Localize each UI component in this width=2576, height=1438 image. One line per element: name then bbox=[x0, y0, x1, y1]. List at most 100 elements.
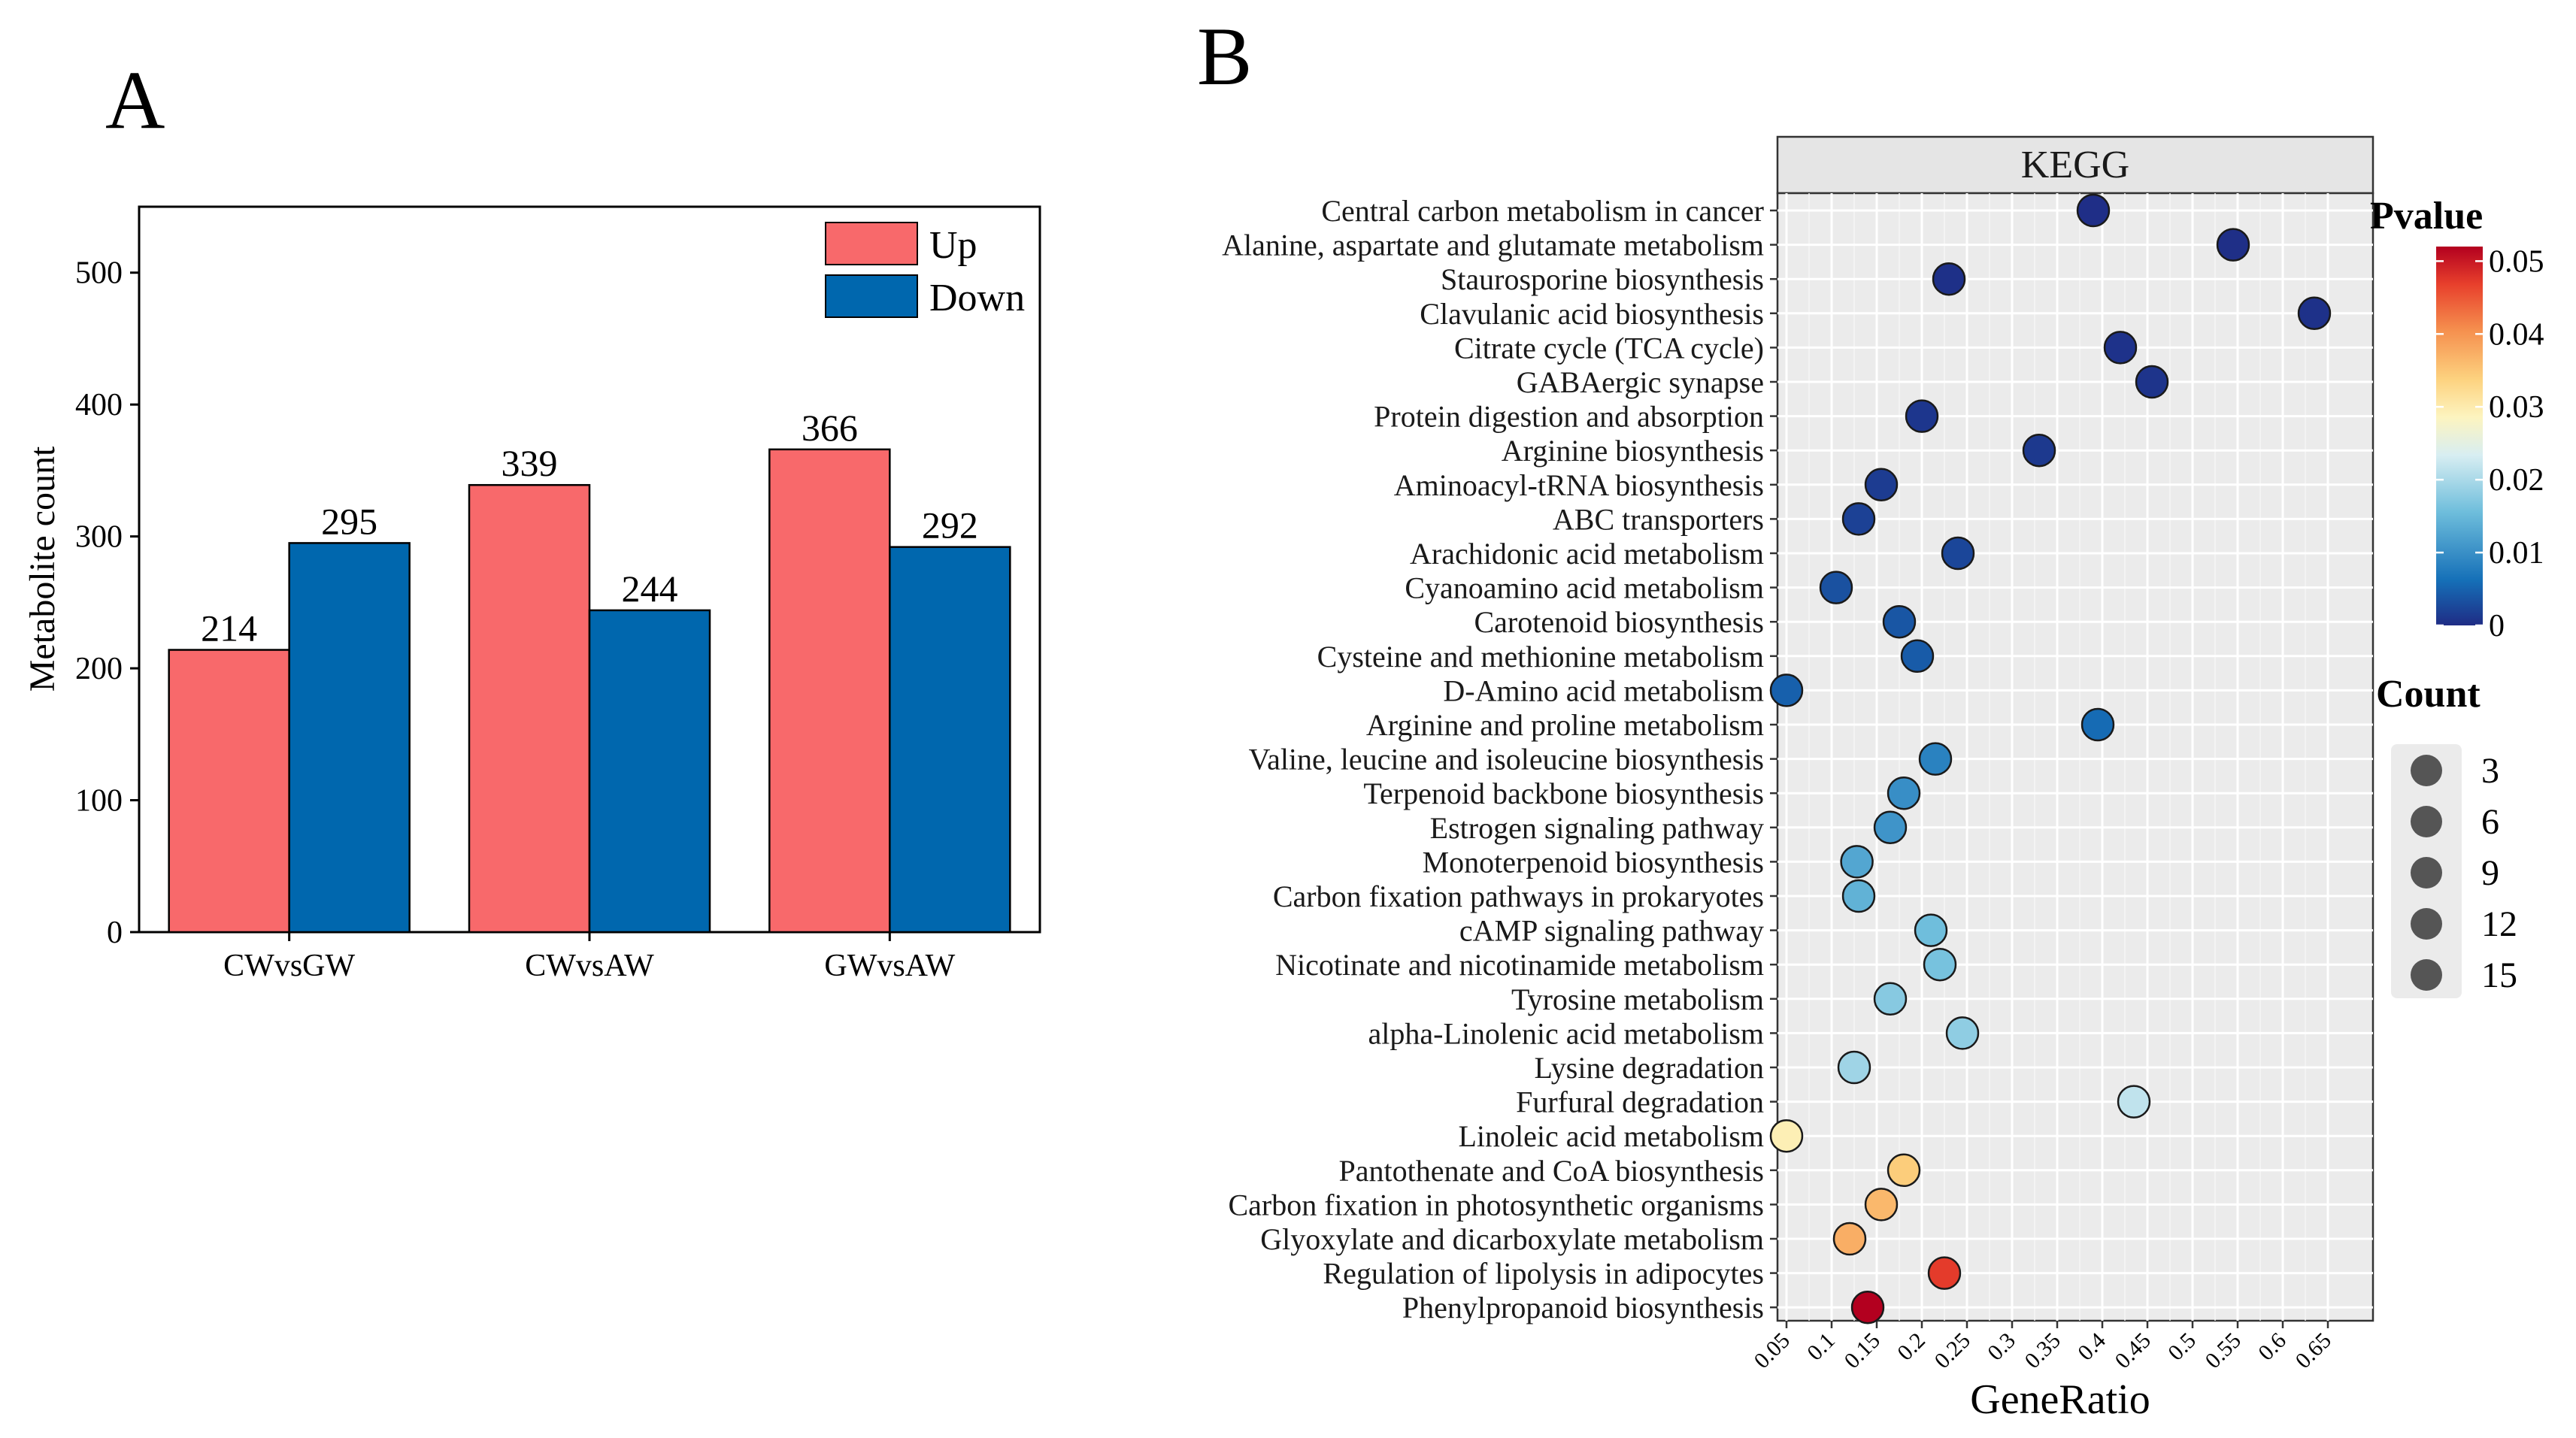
pathway-label: Regulation of lipolysis in adipocytes bbox=[1323, 1257, 1764, 1291]
pathway-label: Citrate cycle (TCA cycle) bbox=[1454, 331, 1764, 365]
pathway-dot bbox=[1769, 1119, 1804, 1153]
pathway-dot bbox=[2022, 433, 2056, 468]
pathway-label: Cysteine and methionine metabolism bbox=[1317, 640, 1764, 674]
count-legend-keys: 3 6 9 12 15 bbox=[2411, 751, 2517, 995]
count-legend-label: 12 bbox=[2481, 904, 2517, 944]
pvalue-tick-label: 0.04 bbox=[2489, 317, 2544, 352]
pathway-label: Nicotinate and nicotinamide metabolism bbox=[1275, 948, 1764, 982]
pathway-label: Tyrosine metabolism bbox=[1511, 982, 1764, 1016]
legend-up-label: Up bbox=[929, 224, 977, 267]
bar-down bbox=[889, 546, 1011, 934]
count-legend-label: 3 bbox=[2481, 751, 2499, 791]
bar-value-label-down: 244 bbox=[622, 568, 678, 610]
pvalue-legend: Pvalue 0 0.01 0.02 0.03 0.04 0.05 bbox=[2370, 195, 2544, 643]
pathway-label: Terpenoid backbone biosynthesis bbox=[1363, 777, 1764, 810]
bar-value-label-down: 295 bbox=[321, 500, 377, 542]
pathway-dot bbox=[1941, 536, 1975, 571]
count-legend-dot bbox=[2411, 857, 2442, 889]
dot-plot-y-axis: Central carbon metabolism in cancerAlani… bbox=[1222, 194, 1777, 1324]
dot-x-tick-label: 0.4 bbox=[2073, 1328, 2111, 1366]
pathway-dot bbox=[2297, 296, 2332, 331]
count-legend: Count 3 6 9 12 15 bbox=[2376, 673, 2517, 998]
pathway-dot bbox=[1837, 1050, 1871, 1085]
pvalue-tick-label: 0.01 bbox=[2489, 536, 2544, 571]
pathway-label: Protein digestion and absorption bbox=[1374, 400, 1764, 434]
dot-plot-x-axis: 0.05 0.1 0.15 0.2 0.25 0.3 0.35 0.4 0.45 0.5 0.55 0… bbox=[1749, 1321, 2336, 1373]
pathway-dot bbox=[1918, 742, 1953, 776]
dot-x-tick-label: 0.25 bbox=[1929, 1328, 1974, 1373]
bar-up bbox=[768, 448, 891, 934]
legend-down-swatch bbox=[825, 274, 918, 318]
bar-value-label-up: 366 bbox=[802, 407, 858, 449]
count-legend-title: Count bbox=[2376, 673, 2481, 716]
pathway-dot bbox=[1841, 879, 1876, 913]
pathway-label: ABC transporters bbox=[1553, 502, 1764, 536]
dot-x-tick-label: 0.5 bbox=[2163, 1328, 2201, 1366]
dot-x-tick-label: 0.2 bbox=[1893, 1328, 1930, 1366]
count-legend-label: 6 bbox=[2481, 802, 2499, 842]
pathway-label: Pantothenate and CoA biosynthesis bbox=[1338, 1154, 1764, 1188]
dot-x-tick-label: 0.3 bbox=[1983, 1328, 2020, 1366]
pathway-label: Cyanoamino acid metabolism bbox=[1405, 571, 1764, 605]
pvalue-tick-label: 0.03 bbox=[2489, 390, 2544, 425]
pathway-label: Arginine and proline metabolism bbox=[1366, 708, 1764, 742]
pathway-label: cAMP signaling pathway bbox=[1459, 914, 1764, 948]
bar-down bbox=[288, 542, 411, 934]
pathway-dot bbox=[1887, 1153, 1921, 1188]
pathway-label: Furfural degradation bbox=[1516, 1085, 1764, 1119]
pvalue-legend-ticks: 0 0.01 0.02 0.03 0.04 0.05 bbox=[2436, 244, 2544, 643]
pathway-dot bbox=[1905, 399, 1939, 433]
pathway-label: Arachidonic acid metabolism bbox=[1410, 537, 1764, 571]
panel-b-label: B bbox=[1197, 11, 1252, 102]
pathway-label: Monoterpenoid biosynthesis bbox=[1423, 845, 1764, 879]
pathway-label: Phenylpropanoid biosynthesis bbox=[1402, 1291, 1764, 1324]
count-legend-dot bbox=[2411, 908, 2442, 940]
pathway-label: Glyoxylate and dicarboxylate metabolism bbox=[1260, 1222, 1764, 1256]
bar-y-axis: 0 100 200 300 400 500 bbox=[75, 256, 139, 950]
bar-y-tick-label: 400 bbox=[75, 388, 123, 422]
bar-value-label-up: 339 bbox=[502, 442, 558, 484]
pathway-dot bbox=[1819, 571, 1853, 604]
pvalue-legend-title: Pvalue bbox=[2370, 195, 2483, 238]
count-legend-dot bbox=[2411, 806, 2442, 837]
pvalue-tick-label: 0.02 bbox=[2489, 463, 2544, 498]
pathway-label: Arginine biosynthesis bbox=[1502, 434, 1764, 468]
pathway-label: Carbon fixation in photosynthetic organi… bbox=[1228, 1188, 1764, 1222]
pathway-dot bbox=[1840, 845, 1874, 879]
bar-value-label-up: 214 bbox=[201, 607, 257, 649]
pathway-dot bbox=[1914, 913, 1948, 947]
pvalue-tick-label: 0 bbox=[2489, 609, 2505, 643]
pathway-label: Carotenoid biosynthesis bbox=[1474, 605, 1764, 639]
pathway-dot bbox=[1832, 1222, 1867, 1256]
count-legend-label: 15 bbox=[2481, 955, 2517, 995]
pathway-dot bbox=[2076, 193, 2111, 228]
pathway-label: Staurosporine biosynthesis bbox=[1441, 262, 1764, 296]
bar-y-tick-label: 0 bbox=[107, 916, 123, 950]
pathway-label: Linoleic acid metabolism bbox=[1458, 1119, 1764, 1153]
pathway-dot bbox=[2103, 331, 2138, 365]
bar-up bbox=[168, 649, 290, 934]
pathway-dot bbox=[1887, 776, 1921, 810]
pathway-dot bbox=[2216, 228, 2250, 262]
pathway-dot bbox=[1873, 982, 1908, 1016]
dot-x-tick-label: 0.65 bbox=[2290, 1328, 2335, 1373]
pathway-dot bbox=[1850, 1290, 1885, 1324]
pathway-dot bbox=[1873, 810, 1908, 845]
panel-a-label: A bbox=[105, 54, 165, 146]
bar-y-tick-label: 500 bbox=[75, 256, 123, 291]
pathway-dot bbox=[1932, 262, 1966, 296]
pathway-dot bbox=[2135, 365, 2169, 399]
bar-y-tick-label: 300 bbox=[75, 520, 123, 555]
pathway-dot bbox=[1882, 604, 1917, 639]
pathway-dot bbox=[1864, 1188, 1899, 1222]
bar-value-label-down: 292 bbox=[922, 504, 978, 546]
pathway-label: Carbon fixation pathways in prokaryotes bbox=[1273, 879, 1764, 913]
bar-up bbox=[468, 483, 591, 934]
bar-x-tick-label: CWvsGW bbox=[223, 949, 355, 983]
bar-legend: Up Down bbox=[825, 222, 1025, 319]
pathway-dot bbox=[1927, 1256, 1962, 1290]
pathway-label: Clavulanic acid biosynthesis bbox=[1420, 297, 1764, 331]
count-legend-dot bbox=[2411, 755, 2442, 786]
dot-x-tick-label: 0.6 bbox=[2253, 1328, 2291, 1366]
